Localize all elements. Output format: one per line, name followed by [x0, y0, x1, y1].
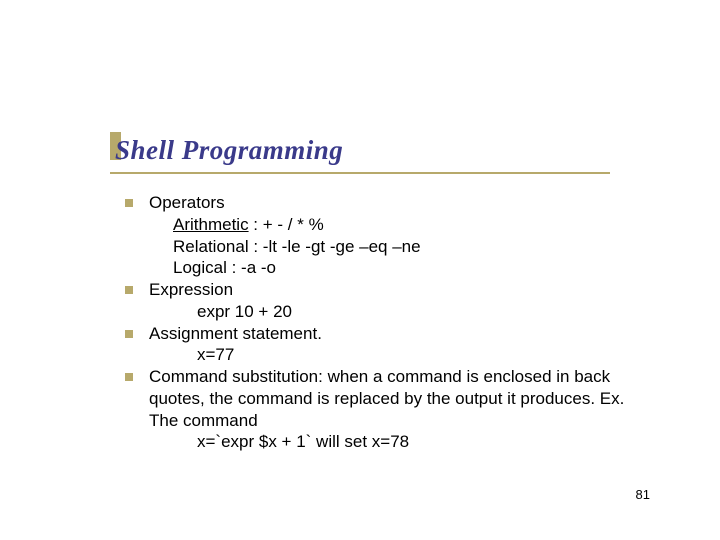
bullet-item: Command substitution: when a command is …: [125, 366, 640, 453]
sub-line: x=`expr $x + 1` will set x=78: [149, 431, 640, 453]
sub-label: Relational: [173, 237, 249, 256]
bullet-main: Expression: [149, 279, 640, 301]
bullet-icon: [125, 286, 133, 294]
bullet-main: Operators: [149, 192, 640, 214]
slide-content: Operators Arithmetic : + - / * % Relatio…: [125, 192, 640, 453]
sub-value: -a -o: [241, 258, 276, 277]
sub-line: Relational : -lt -le -gt -ge –eq –ne: [149, 236, 640, 258]
bullet-icon: [125, 373, 133, 381]
bullet-item: Operators Arithmetic : + - / * % Relatio…: [125, 192, 640, 279]
bullet-icon: [125, 199, 133, 207]
bullet-main: Command substitution: when a command is …: [149, 366, 640, 431]
slide: Shell Programming Operators Arithmetic :…: [0, 0, 720, 540]
sub-sep: :: [227, 258, 241, 277]
sub-sep: :: [249, 237, 263, 256]
sub-value: + - / * %: [263, 215, 324, 234]
bullet-text: Expression expr 10 + 20: [149, 279, 640, 323]
bullet-text: Assignment statement. x=77: [149, 323, 640, 367]
bullet-item: Assignment statement. x=77: [125, 323, 640, 367]
sub-label: Arithmetic: [173, 215, 249, 234]
bullet-icon: [125, 330, 133, 338]
page-number: 81: [636, 487, 650, 502]
sub-sep: :: [249, 215, 263, 234]
slide-title: Shell Programming: [115, 135, 343, 166]
bullet-text: Operators Arithmetic : + - / * % Relatio…: [149, 192, 640, 279]
bullet-main: Assignment statement.: [149, 323, 640, 345]
bullet-item: Expression expr 10 + 20: [125, 279, 640, 323]
sub-line: Arithmetic : + - / * %: [149, 214, 640, 236]
sub-line: Logical : -a -o: [149, 257, 640, 279]
sub-value: -lt -le -gt -ge –eq –ne: [263, 237, 421, 256]
sub-line: x=77: [149, 344, 640, 366]
title-underline: [110, 172, 610, 174]
sub-label: Logical: [173, 258, 227, 277]
sub-line: expr 10 + 20: [149, 301, 640, 323]
bullet-text: Command substitution: when a command is …: [149, 366, 640, 453]
